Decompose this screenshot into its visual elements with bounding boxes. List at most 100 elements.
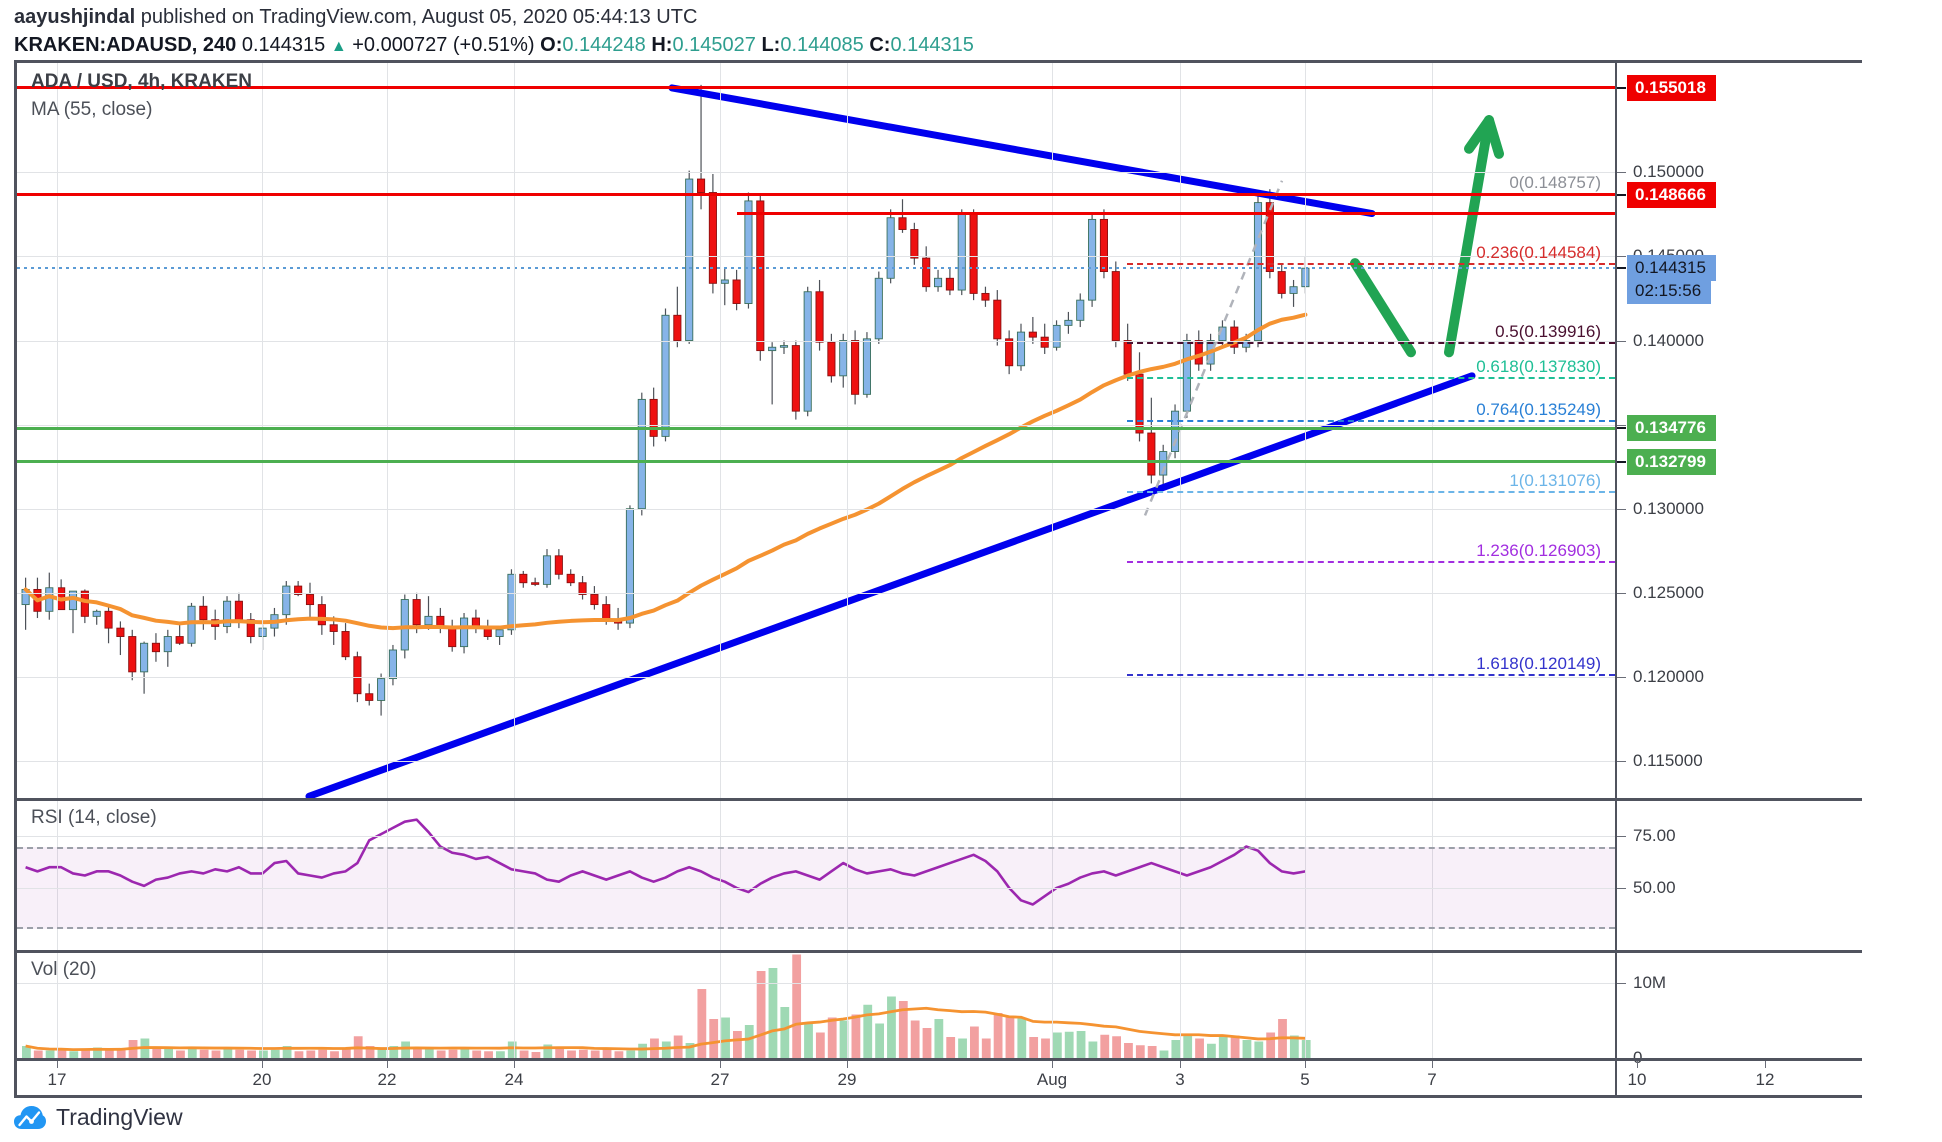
candlestick (637, 392, 646, 516)
y-tick (1617, 172, 1626, 174)
price-tag-0132799[interactable]: 0.132799 (1627, 448, 1716, 475)
candlestick (898, 199, 907, 233)
price-tag-0148666[interactable]: 0.148666 (1627, 181, 1716, 208)
volume-bar (282, 1046, 292, 1058)
gridline-horizontal (17, 592, 1615, 594)
candlestick (590, 586, 599, 610)
candlestick (1159, 444, 1168, 489)
volume-bar (1301, 1040, 1311, 1058)
volume-bar (247, 1050, 256, 1058)
rsi-scale[interactable]: 75.00 50.00 (1615, 801, 1862, 950)
candlestick (851, 330, 860, 405)
candlestick (116, 621, 125, 656)
rsi-band (17, 846, 1615, 930)
close-value: 0.144315 (890, 34, 974, 56)
candlestick (827, 333, 836, 383)
candlestick (471, 609, 480, 634)
volume-bar (519, 1050, 529, 1058)
volume-bar (768, 968, 778, 1058)
volume-bar (1112, 1036, 1121, 1058)
candlestick (874, 271, 883, 344)
fib-label-0: 0(0.148757) (1509, 173, 1601, 193)
price-axis-label: 0.115000 (1633, 750, 1703, 770)
volume-bar (1088, 1041, 1098, 1058)
gridline-horizontal (17, 340, 1615, 342)
footer: TradingView (14, 1104, 183, 1131)
candlestick (673, 286, 682, 348)
low-value: 0.144085 (780, 34, 864, 56)
x-tick (1305, 1061, 1306, 1068)
volume-bar (685, 1043, 695, 1058)
price-tag-021556[interactable]: 02:15:56 (1627, 277, 1712, 304)
candlestick (1099, 209, 1108, 279)
volume-bar (614, 1051, 624, 1058)
candlestick (1064, 311, 1073, 334)
volume-bar (164, 1049, 173, 1058)
volume-scale[interactable]: 10M 0 (1615, 953, 1862, 1067)
candlestick (732, 269, 741, 311)
candlestick (317, 596, 326, 635)
time-axis-label: 20 (252, 1070, 272, 1089)
time-axis[interactable]: 17 20 22 24 27 29 Aug 3 5 7 10 12 (14, 1058, 1862, 1098)
volume-bar (1183, 1034, 1193, 1058)
gridline-vertical (1432, 801, 1433, 950)
volume-bar (448, 1049, 458, 1058)
gridline-vertical (387, 953, 388, 1058)
rsi-plot-area[interactable] (17, 801, 1615, 950)
time-axis-label: 24 (504, 1070, 524, 1089)
volume-bar (543, 1044, 553, 1058)
volume-bar (1029, 1037, 1039, 1058)
volume-bar (187, 1046, 197, 1058)
volume-bar (1064, 1031, 1074, 1058)
price-pane[interactable]: 0(0.148757) 0.236(0.144584) 0.5(0.139916) 0… (14, 60, 1862, 798)
candlestick (57, 579, 66, 611)
volume-bar (804, 1023, 813, 1058)
x-tick (57, 1061, 58, 1068)
volume-bar (626, 1050, 636, 1058)
volume-bar (578, 1049, 588, 1058)
volume-bar (744, 1025, 754, 1058)
volume-bar (827, 1017, 837, 1058)
y-tick (1617, 760, 1626, 762)
price-axis-label: 0.130000 (1633, 498, 1704, 518)
candlestick (460, 612, 469, 654)
gridline-vertical (57, 801, 58, 950)
green-down-arrow (1350, 258, 1416, 358)
candlestick (92, 609, 101, 625)
candlestick (1016, 323, 1026, 371)
fib-line-1.236 (1127, 560, 1615, 563)
candlestick (554, 549, 563, 580)
gridline-horizontal (17, 172, 1615, 174)
rsi-pane[interactable]: 75.00 50.00 RSI (14, close) (14, 798, 1862, 950)
volume-bar (922, 1028, 932, 1058)
candlestick (222, 596, 232, 634)
volume-bar (152, 1048, 162, 1058)
volume-bar (934, 1019, 944, 1058)
volume-bar (199, 1049, 209, 1058)
price-tag-0155018[interactable]: 0.155018 (1627, 74, 1716, 101)
candlestick (21, 577, 30, 630)
symbol-label: KRAKEN:ADAUSD, 240 (14, 34, 237, 56)
price-tag-0144315[interactable]: 0.144315 (1627, 254, 1716, 281)
fib-line-0.236 (1127, 263, 1615, 266)
volume-bar (294, 1051, 304, 1058)
price-axis-label: 0.120000 (1633, 666, 1704, 686)
candlestick (424, 596, 433, 630)
volume-bar (235, 1049, 245, 1058)
volume-bar (733, 1031, 742, 1058)
volume-pane[interactable]: 10M 0 Vol (20) (14, 950, 1862, 1067)
candlestick (756, 194, 765, 361)
gridline-vertical (1052, 953, 1053, 1058)
x-tick (1765, 1061, 1766, 1068)
volume-bar (377, 1047, 387, 1058)
volume-plot-area[interactable] (17, 953, 1615, 1058)
price-tag-0134776[interactable]: 0.134776 (1627, 415, 1716, 442)
candlestick (211, 609, 220, 640)
fib-line-0.5 (1127, 341, 1615, 344)
price-scale[interactable]: 0.1500000.1450000.1400000.1350000.130000… (1615, 63, 1862, 798)
volume-bar (709, 1019, 719, 1058)
volume-legend: Vol (20) (31, 959, 97, 980)
price-plot-area[interactable]: 0(0.148757) 0.236(0.144584) 0.5(0.139916) 0… (17, 63, 1615, 798)
candlestick (151, 633, 161, 662)
candlestick (625, 505, 634, 629)
